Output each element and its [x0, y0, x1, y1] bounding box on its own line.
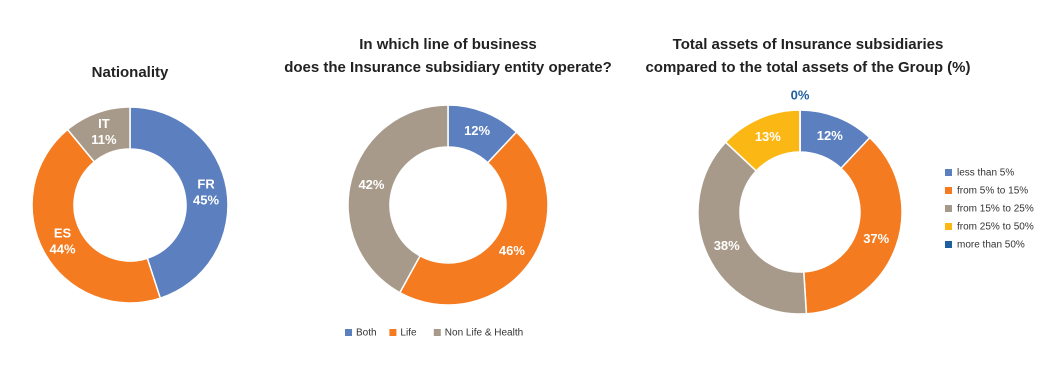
- donut-slice: [697, 141, 808, 315]
- donut-slice: [31, 128, 162, 304]
- legend-swatch: [945, 223, 952, 230]
- data-label: 46%: [499, 243, 525, 258]
- data-label: 11%: [91, 132, 117, 147]
- chart-title: Total assets of Insurance subsidiaries: [673, 36, 944, 53]
- legend-label: Both: [356, 328, 377, 339]
- donut-slice: [802, 136, 903, 315]
- donut-slice: [66, 106, 131, 163]
- data-label: 37%: [863, 231, 889, 246]
- data-label: 45%: [193, 192, 219, 207]
- legend-label: Life: [400, 328, 417, 339]
- legend-swatch: [433, 329, 441, 336]
- data-label: 38%: [714, 238, 740, 253]
- donut-slice: [398, 131, 549, 306]
- data-label: 44%: [50, 242, 76, 257]
- legend-label: more than 50%: [957, 240, 1025, 251]
- donut-slice: [129, 106, 229, 300]
- chart-title: In which line of business: [359, 36, 537, 53]
- legend-label: Non Life & Health: [445, 328, 523, 339]
- legend-swatch: [345, 329, 352, 336]
- data-label: 12%: [817, 128, 843, 143]
- chart-title: compared to the total assets of the Grou…: [645, 59, 970, 76]
- data-label-category: ES: [54, 226, 72, 241]
- donut-slice: [347, 104, 449, 294]
- data-label: 12%: [464, 123, 490, 138]
- data-label: 42%: [358, 177, 384, 192]
- chart-title: does the Insurance subsidiary entity ope…: [284, 59, 612, 76]
- legend-label: less than 5%: [957, 168, 1014, 179]
- data-label: 0%: [791, 87, 810, 102]
- legend-swatch: [945, 187, 952, 194]
- data-label-category: IT: [98, 116, 110, 131]
- data-label: 13%: [755, 129, 781, 144]
- legend-swatch: [945, 241, 952, 248]
- chart-title: Nationality: [92, 64, 169, 81]
- data-label-category: FR: [197, 176, 215, 191]
- legend-swatch: [945, 205, 952, 212]
- legend-label: from 25% to 50%: [957, 222, 1034, 233]
- legend-label: from 15% to 25%: [957, 204, 1034, 215]
- legend-swatch: [945, 169, 952, 176]
- legend-label: from 5% to 15%: [957, 186, 1028, 197]
- legend-swatch: [389, 329, 397, 336]
